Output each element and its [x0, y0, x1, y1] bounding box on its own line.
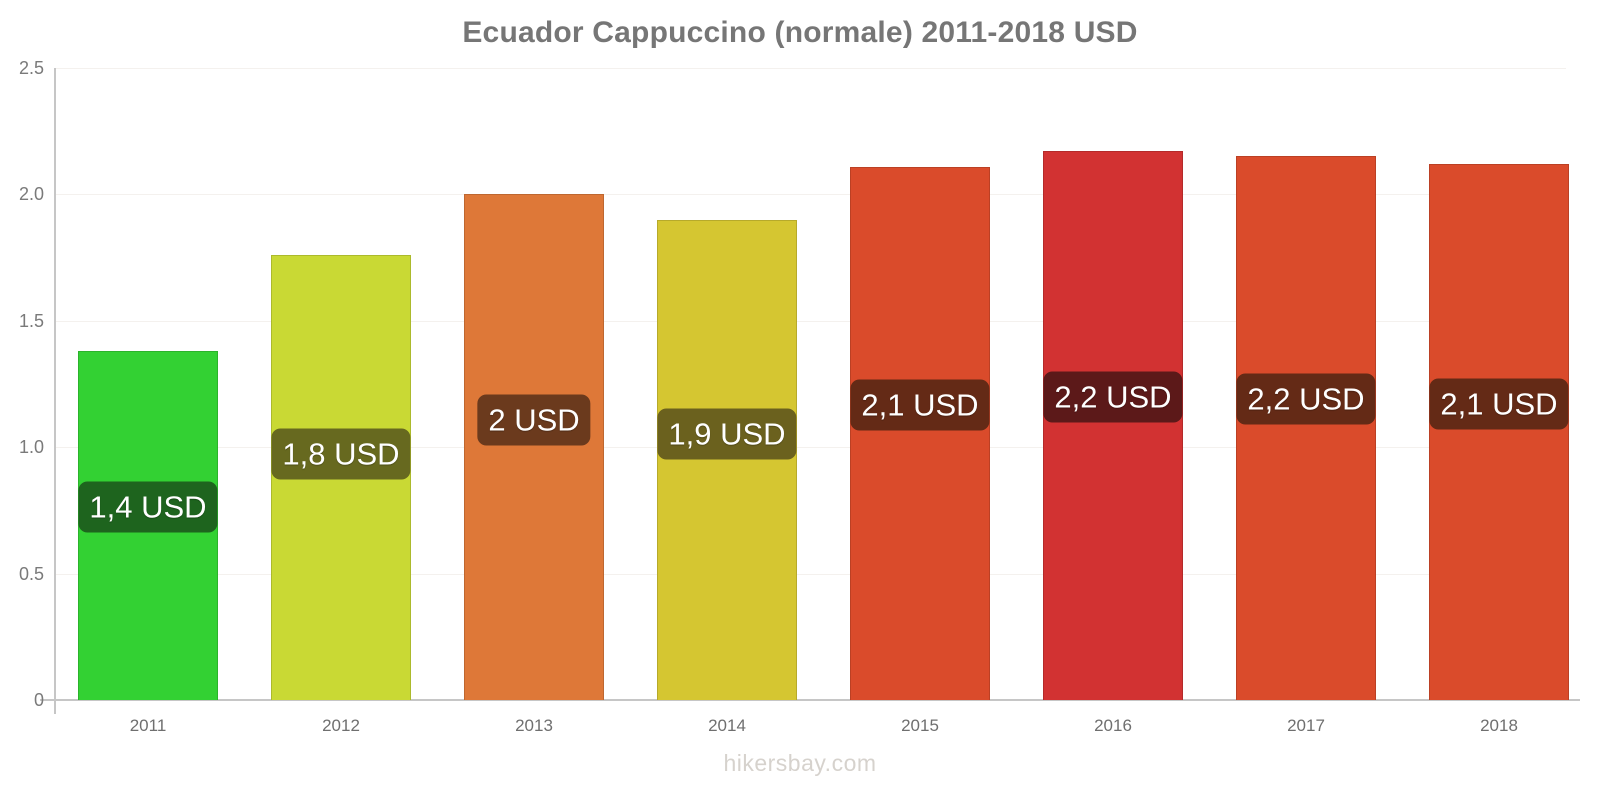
- watermark: hikersbay.com: [723, 750, 877, 776]
- y-tick-label: 0: [33, 690, 44, 710]
- x-tick-label-2015: 2015: [901, 716, 939, 735]
- y-axis-line: [54, 68, 56, 714]
- bar-2017: 2,2 USD: [1236, 156, 1376, 700]
- bar-2014: 1,9 USD: [657, 219, 797, 700]
- bar-2015: 2,1 USD: [850, 166, 990, 700]
- gridline: [56, 447, 1566, 449]
- y-tick-label: 0.5: [18, 563, 44, 584]
- x-tick-label-2012: 2012: [322, 716, 360, 735]
- bar-value-label: 2,1 USD: [850, 379, 990, 431]
- y-tick-label: 1.5: [18, 310, 44, 331]
- y-tick-label: 2.5: [18, 58, 44, 78]
- bar-2016: 2,2 USD: [1043, 151, 1183, 700]
- x-tick-label-2016: 2016: [1094, 716, 1132, 735]
- bar-value-label: 2,1 USD: [1429, 378, 1569, 430]
- x-axis-line: [40, 699, 1580, 701]
- chart-title: Ecuador Cappuccino (normale) 2011-2018 U…: [462, 16, 1138, 49]
- bar-value-label: 1,9 USD: [657, 408, 797, 460]
- bar-value-label: 2,2 USD: [1236, 373, 1376, 425]
- bar-2013: 2 USD: [464, 194, 604, 700]
- bar-value-label: 1,4 USD: [78, 481, 218, 533]
- y-tick-label: 2.0: [18, 184, 44, 205]
- gridline: [56, 194, 1566, 196]
- x-tick-label-2018: 2018: [1480, 716, 1518, 735]
- gridline: [56, 320, 1566, 322]
- gridline: [56, 68, 1566, 69]
- gridline: [56, 573, 1566, 575]
- y-tick-label: 1.0: [18, 437, 44, 458]
- x-tick-label-2013: 2013: [515, 716, 553, 735]
- x-tick-label-2017: 2017: [1287, 716, 1325, 735]
- bar-value-label: 1,8 USD: [271, 428, 411, 480]
- x-tick-label-2014: 2014: [708, 716, 746, 735]
- bar-2012: 1,8 USD: [271, 255, 411, 700]
- bar-2018: 2,1 USD: [1429, 164, 1569, 700]
- bar-value-label: 2,2 USD: [1043, 371, 1183, 423]
- bar-2011: 1,4 USD: [78, 351, 218, 700]
- x-tick-label-2011: 2011: [129, 716, 167, 735]
- bar-value-label: 2 USD: [477, 394, 591, 446]
